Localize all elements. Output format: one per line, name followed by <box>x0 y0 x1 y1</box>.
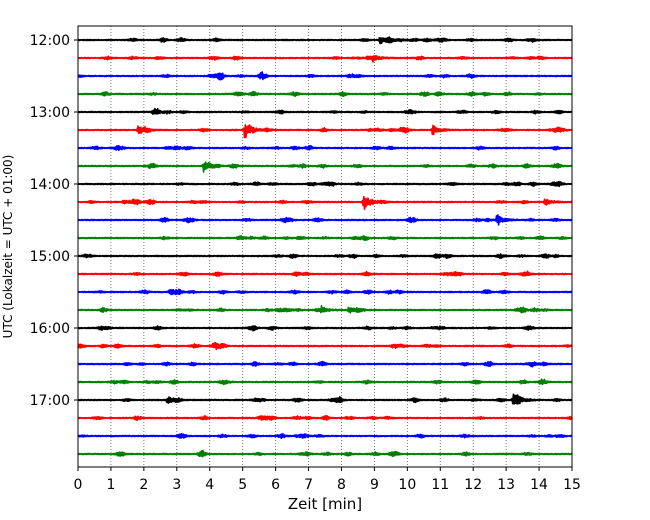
x-tick-label: 0 <box>74 477 83 493</box>
trace-10 <box>77 214 573 226</box>
trace-13 <box>77 270 573 277</box>
trace-14 <box>77 288 573 296</box>
trace-18 <box>77 360 573 368</box>
seismic-traces <box>77 36 573 458</box>
trace-4 <box>77 107 573 115</box>
trace-0 <box>77 36 573 45</box>
trace-1 <box>77 54 573 63</box>
y-tick-label: 16:00 <box>30 321 70 337</box>
y-tick-label: 13:00 <box>30 105 70 121</box>
trace-3 <box>77 90 573 98</box>
x-tick-label: 8 <box>337 477 346 493</box>
x-tick-label: 4 <box>205 477 214 493</box>
x-axis-ticks: 0 1 2 3 4 5 6 7 8 9 10 11 12 13 14 15 <box>74 467 581 493</box>
x-tick-label: 10 <box>398 477 416 493</box>
x-tick-label: 6 <box>271 477 280 493</box>
trace-23 <box>77 449 573 458</box>
plot-frame <box>77 25 573 468</box>
trace-7 <box>77 161 573 173</box>
y-tick-label: 14:00 <box>30 177 70 193</box>
trace-5 <box>77 124 573 139</box>
x-tick-label: 13 <box>497 477 515 493</box>
x-tick-label: 15 <box>563 477 581 493</box>
y-tick-label: 12:00 <box>30 33 70 49</box>
x-axis-label: Zeit [min] <box>288 495 362 513</box>
x-tick-label: 11 <box>431 477 449 493</box>
x-tick-label: 5 <box>238 477 247 493</box>
trace-19 <box>77 378 573 386</box>
trace-2 <box>77 71 573 81</box>
x-tick-label: 2 <box>139 477 148 493</box>
trace-16 <box>77 325 573 332</box>
trace-8 <box>77 180 573 188</box>
x-tick-label: 9 <box>370 477 379 493</box>
trace-9 <box>77 195 573 210</box>
x-tick-label: 7 <box>304 477 313 493</box>
trace-20 <box>77 393 573 405</box>
x-tick-label: 12 <box>464 477 482 493</box>
trace-21 <box>77 414 573 421</box>
y-axis-label: UTC (Lokalzeit = UTC + 01:00) <box>1 155 15 339</box>
x-tick-label: 1 <box>106 477 115 493</box>
trace-22 <box>77 432 573 440</box>
x-tick-label: 14 <box>530 477 548 493</box>
trace-17 <box>77 342 573 351</box>
x-tick-label: 3 <box>172 477 181 493</box>
y-tick-label: 15:00 <box>30 249 70 265</box>
y-tick-label: 17:00 <box>30 393 70 409</box>
trace-11 <box>77 235 573 242</box>
trace-6 <box>77 144 573 152</box>
trace-12 <box>77 253 573 260</box>
trace-15 <box>77 305 573 314</box>
y-axis-ticks: 12:00 13:00 14:00 15:00 16:00 17:00 <box>30 33 78 409</box>
